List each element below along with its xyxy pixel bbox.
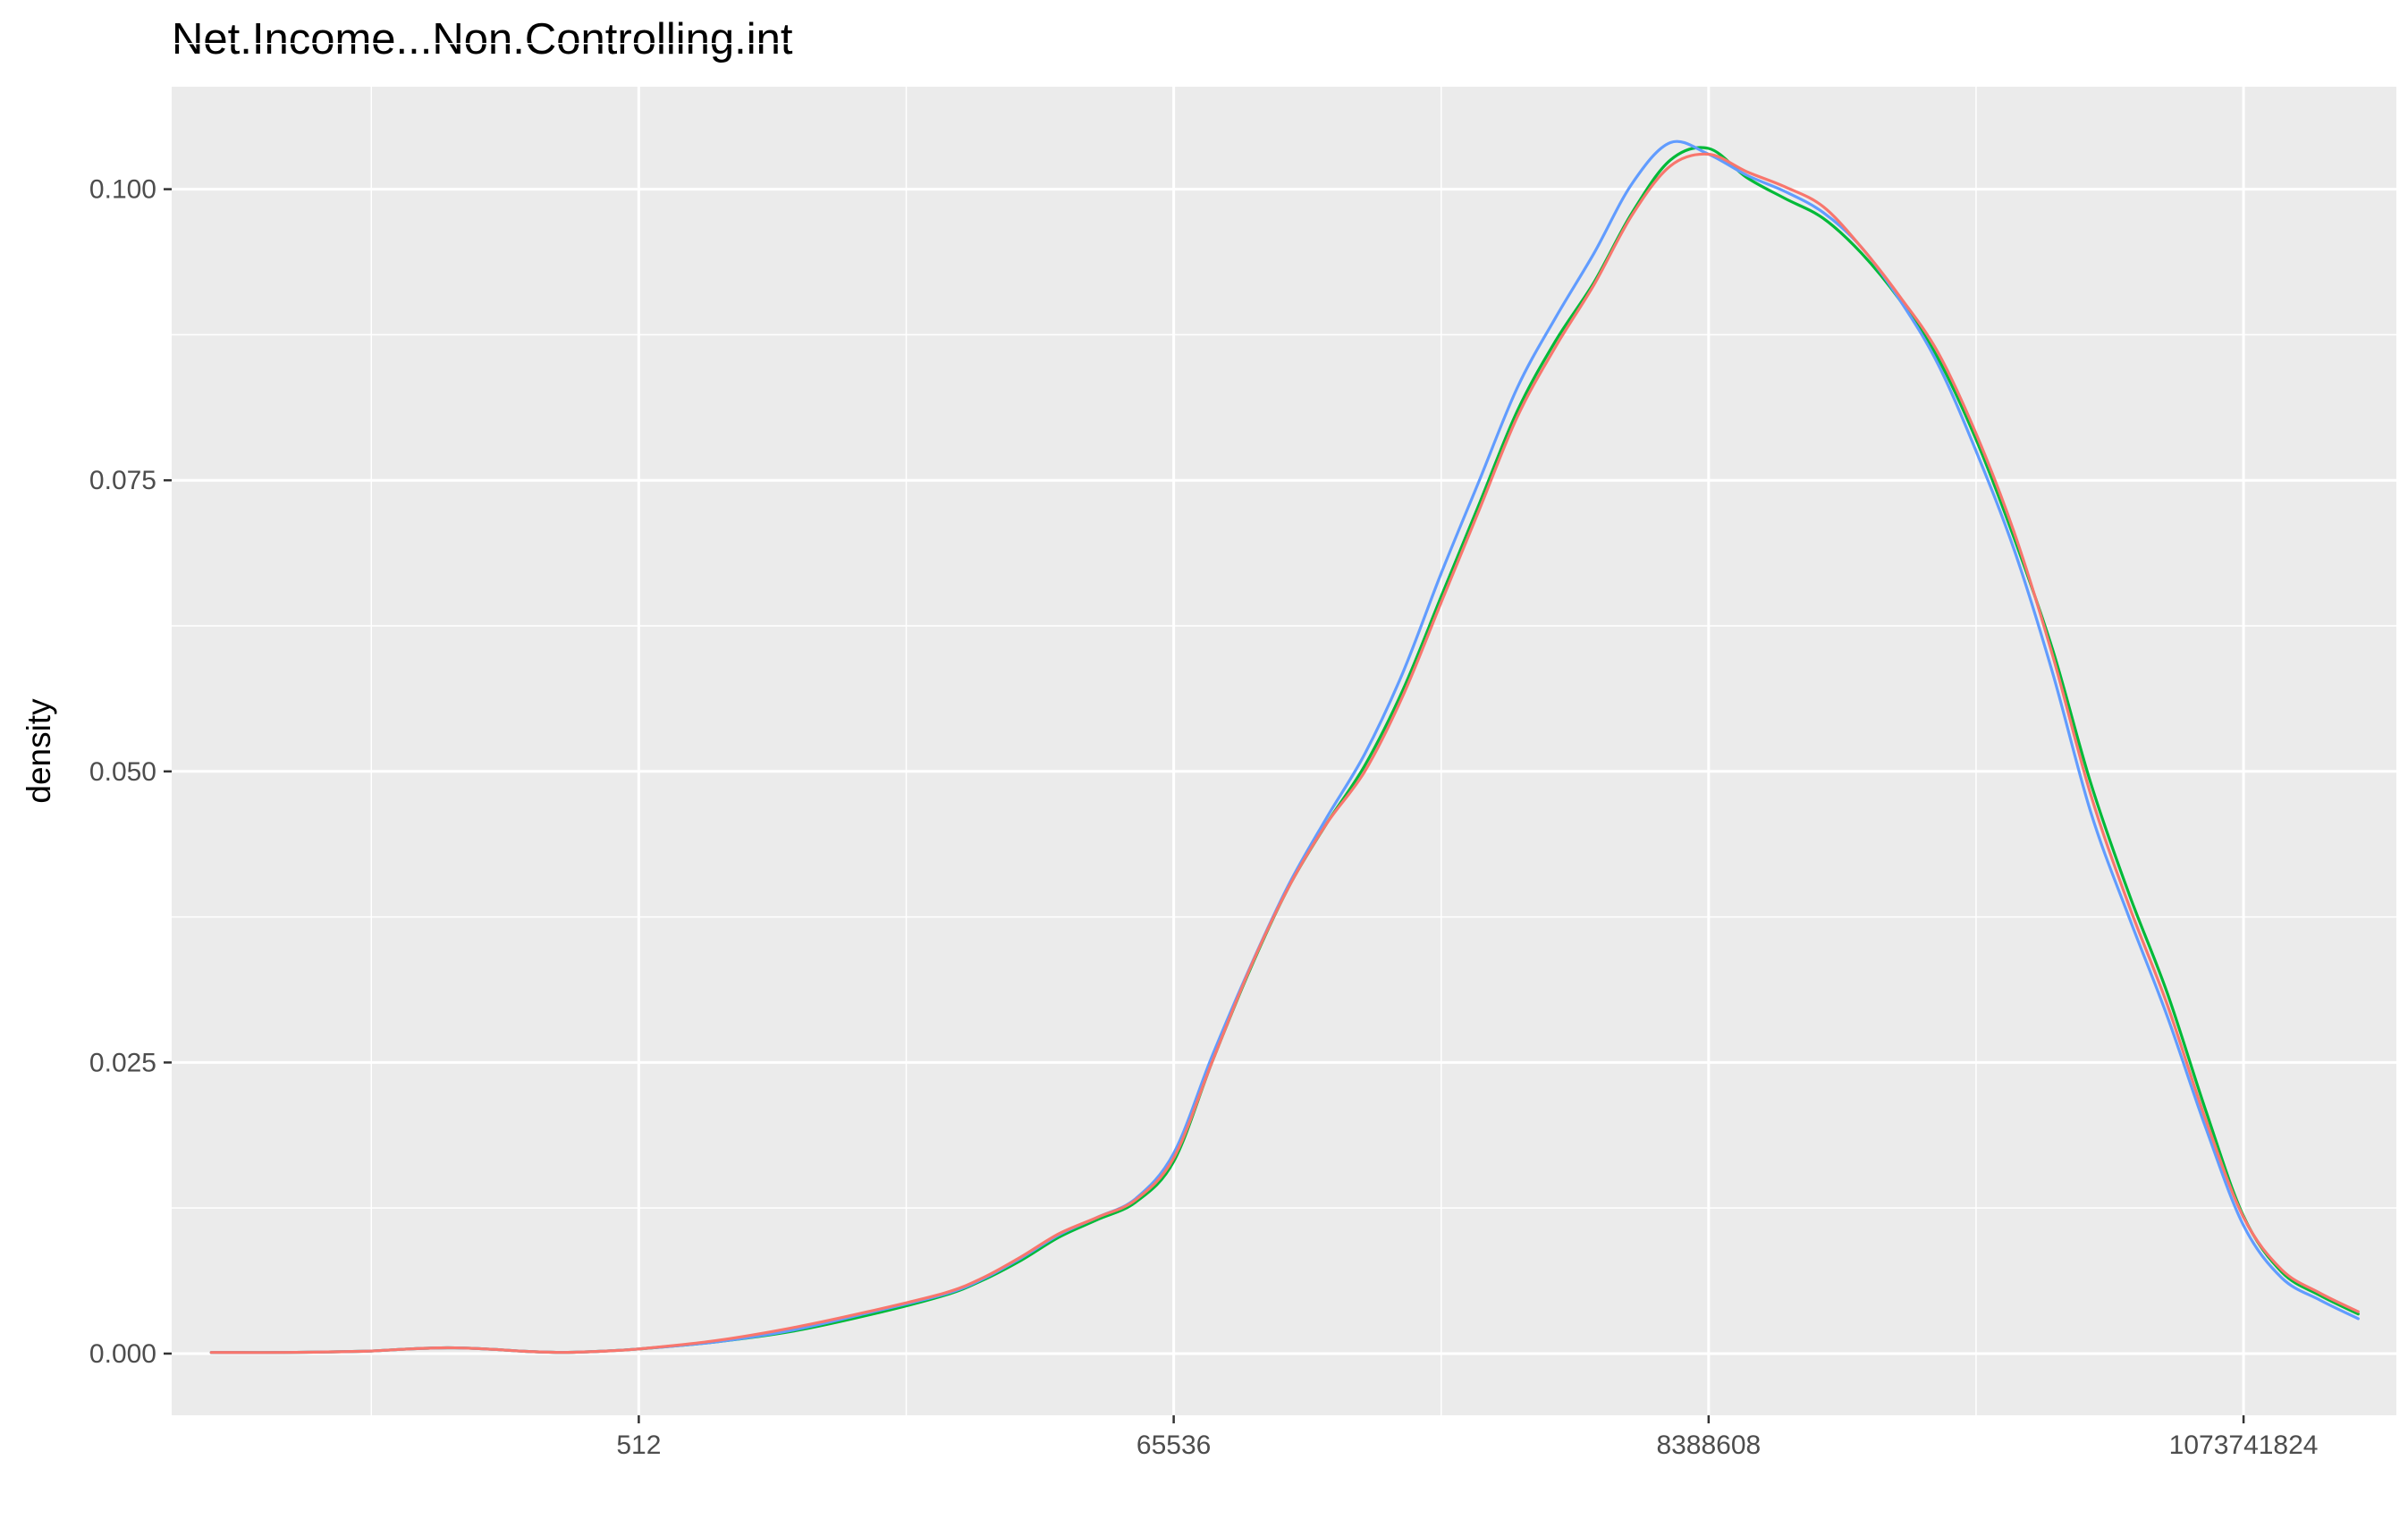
minor-gridlines [172, 43, 2396, 1415]
x-tick-label: 512 [616, 1431, 661, 1460]
y-tick-label: 0.050 [89, 757, 156, 787]
major-gridlines [172, 87, 2396, 1415]
x-tick-label: 8388608 [1656, 1431, 1761, 1460]
y-tick-label: 0.000 [89, 1339, 156, 1369]
red-density-line [209, 152, 2360, 1355]
y-tick-label: 0.075 [89, 466, 156, 495]
y-axis: 0.000 0.025 0.050 0.075 0.100 [89, 175, 172, 1369]
chart-title: Net.Income...Non.Controlling.int [172, 15, 793, 63]
y-tick-label: 0.025 [89, 1048, 156, 1077]
y-axis-title: density [21, 698, 57, 804]
plot-panel [172, 87, 2396, 1415]
x-tick-label: 65536 [1136, 1431, 1211, 1460]
x-tick-label: 1073741824 [2169, 1431, 2319, 1460]
x-axis: 512 65536 8388608 1073741824 [616, 1415, 2319, 1460]
density-lines [209, 139, 2360, 1355]
y-tick-label: 0.100 [89, 175, 156, 205]
